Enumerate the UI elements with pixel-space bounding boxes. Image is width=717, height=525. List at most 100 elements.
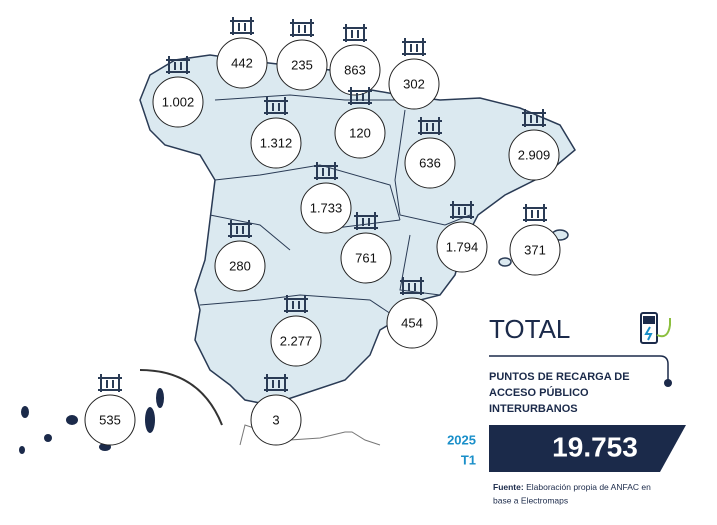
icon-frame [314,162,338,180]
charger-icon [400,277,424,295]
charger-icon [348,87,372,105]
icon-frame [348,87,372,105]
region-value: 371 [524,242,546,257]
charger-icon [640,312,671,344]
charger-icon [450,201,474,219]
region-circle [404,137,456,189]
region-circle [250,394,302,446]
subtitle-line: INTERURBANOS [489,403,578,415]
icon-cable [656,318,671,338]
region-value: 1.794 [446,239,479,254]
region-circle [508,129,560,181]
region-value: 2.909 [518,147,551,162]
region-value: 863 [344,62,366,77]
total-title: TOTAL [489,314,570,344]
icon-frame [354,212,378,230]
region-circle [340,232,392,284]
region-circle [152,76,204,128]
icon-frame [523,204,547,222]
island [145,407,155,433]
region-value: 302 [403,76,425,91]
region-value: 120 [349,125,371,140]
charger-icon [98,374,122,392]
africa-coast [239,424,381,446]
charger-icon [522,109,546,127]
charger-icon [354,212,378,230]
region-value: 2.277 [280,333,313,348]
charger-icon [523,204,547,222]
region-circle [300,182,352,234]
charger-icon [284,295,308,313]
icon-frame [402,38,426,56]
region-value: 235 [291,57,313,72]
quarter: T1 [461,452,476,467]
divider-dot [664,379,672,387]
icon-screen [643,316,655,324]
year: 2025 [447,432,476,447]
icon-frame [522,109,546,127]
icon-frame [290,19,314,37]
icon-bolt [644,326,653,341]
charger-icon [343,24,367,42]
source-label: Fuente: [493,482,524,492]
charger-icon [290,19,314,37]
region-circle [250,117,302,169]
region-circle [334,107,386,159]
source-text: base a Electromaps [493,495,568,505]
subtitle-line: ACCESO PÚBLICO [489,386,589,399]
region-value: 636 [419,155,441,170]
region-circle [329,44,381,96]
balearic-islands [498,257,512,267]
icon-frame [98,374,122,392]
region-circle [509,224,561,276]
divider [489,355,669,383]
region-markers: 442 235 863 302 1.002 1.312 120 636 2.909 1.733 28… [84,17,561,446]
region-circle [276,39,328,91]
inset-arc [139,369,223,426]
region-circle [216,37,268,89]
icon-frame [230,17,254,35]
icon-frame [166,56,190,74]
region-value: 454 [401,315,423,330]
total-value: 19.753 [552,431,638,462]
island [156,388,164,408]
island [66,415,78,425]
charger-icon [314,162,338,180]
region-circle [270,315,322,367]
region-value: 1.312 [260,135,293,150]
total-box [489,425,686,472]
region-circle [388,58,440,110]
icon-frame [343,24,367,42]
region-circle [436,221,488,273]
icon-frame [264,374,288,392]
region-value: 1.733 [310,200,343,215]
subtitle-line: PUNTOS DE RECARGA DE [489,371,630,383]
charger-icon [264,97,288,115]
island [21,406,29,418]
charger-icon [264,374,288,392]
region-value: 3 [272,412,279,427]
icon-body [640,312,658,344]
region-value: 1.002 [162,94,195,109]
island [19,446,25,454]
charger-icon [230,17,254,35]
canary-islands [19,388,164,454]
region-value: 761 [355,250,377,265]
region-value: 442 [231,55,253,70]
icon-frame [228,220,252,238]
icon-frame [284,295,308,313]
region-circle [386,297,438,349]
subtitle: PUNTOS DE RECARGA DE ACCESO PÚBLICO INTE… [489,371,630,415]
region-value: 280 [229,258,251,273]
charger-icon [418,117,442,135]
region-value: 535 [99,412,121,427]
charger-icon [166,56,190,74]
icon-frame [450,201,474,219]
icon-frame [418,117,442,135]
icon-frame [400,277,424,295]
region-circle [84,394,136,446]
charger-icon [402,38,426,56]
charger-icon [228,220,252,238]
source-text: Elaboración propia de ANFAC en [526,482,651,492]
